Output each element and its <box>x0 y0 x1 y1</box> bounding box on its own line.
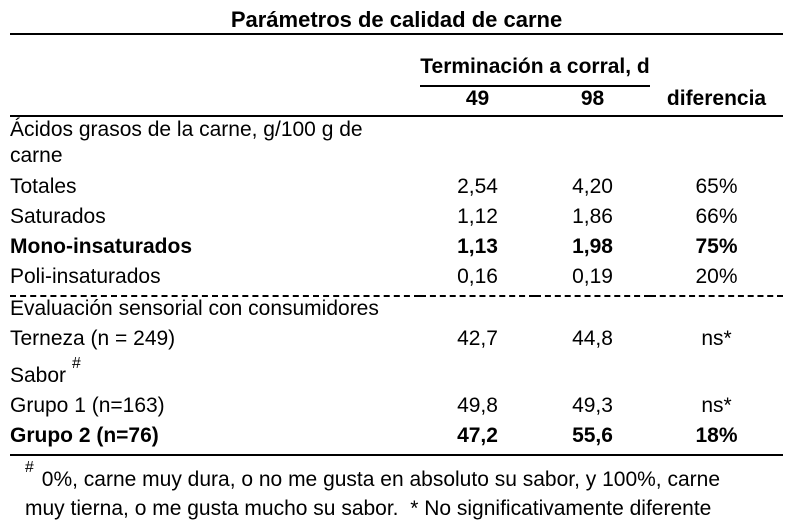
footnote-line-1: 0%, carne muy dura, o no me gusta en abs… <box>41 468 720 491</box>
table-row-terneza: Terneza (n = 249) 42,7 44,8 ns* <box>10 327 783 357</box>
row-label: Grupo 2 (n=76) <box>10 424 159 447</box>
value-49: 47,2 <box>457 424 498 447</box>
table-row-totales: Totales 2,54 4,20 65% <box>10 175 783 205</box>
value-98 <box>535 357 650 394</box>
value-diferencia: 20% <box>695 265 738 288</box>
row-label: Poli-insaturados <box>10 265 161 288</box>
footnote: #0%, carne muy dura, o no me gusta en ab… <box>10 460 783 523</box>
section-header-sensory: Evaluación sensorial con consumidores <box>10 295 784 327</box>
section-header-label: Evaluación sensorial con consumidores <box>10 297 379 320</box>
table-row-saturados: Saturados 1,12 1,86 66% <box>10 205 783 235</box>
sabor-footnote-marker: # <box>72 355 81 373</box>
meat-quality-table: Terminación a corral, d 49 98 diferencia… <box>10 33 784 456</box>
row-label: Sabor # <box>10 355 420 394</box>
section-header-label: Ácidos grasos de la carne, g/100 g de ca… <box>10 118 363 167</box>
value-49: 1,12 <box>457 205 498 228</box>
value-diferencia <box>650 357 783 394</box>
value-98: 0,19 <box>572 265 613 288</box>
value-49: 0,16 <box>457 265 498 288</box>
value-98: 55,6 <box>572 424 613 447</box>
section-header-fatty-acids: Ácidos grasos de la carne, g/100 g de ca… <box>10 116 783 175</box>
row-label: Terneza (n = 249) <box>10 327 176 350</box>
col-group-header: Terminación a corral, d <box>420 34 651 87</box>
value-diferencia: ns* <box>701 394 732 417</box>
row-label: Saturados <box>10 205 106 228</box>
column-header-diferencia: diferencia <box>650 86 784 117</box>
row-label: Mono-insaturados <box>10 235 192 258</box>
row-label: Grupo 1 (n=163) <box>10 394 165 417</box>
footnote-line-2: muy tierna, o me gusta mucho su sabor. *… <box>25 497 712 520</box>
row-label: Totales <box>10 175 77 198</box>
value-98: 1,86 <box>572 205 613 228</box>
value-49: 1,13 <box>457 235 498 258</box>
table-row-grupo-2: Grupo 2 (n=76) 47,2 55,6 18% <box>10 424 783 455</box>
value-49 <box>420 357 535 394</box>
value-49: 2,54 <box>457 175 498 198</box>
value-49: 49,8 <box>457 394 498 417</box>
table-row-sabor: Sabor # <box>10 355 783 394</box>
column-header-row: 49 98 diferencia <box>10 86 784 117</box>
table-row-poli-insaturados: Poli-insaturados 0,16 0,19 20% <box>10 265 783 296</box>
column-header-98: 98 <box>535 86 651 117</box>
header-spacer-cell <box>650 34 783 86</box>
header-spacer-cell <box>10 34 420 86</box>
value-diferencia: 18% <box>695 424 738 447</box>
value-diferencia: 65% <box>695 175 738 198</box>
footnote-marker: # <box>25 459 34 477</box>
value-diferencia: 66% <box>695 205 738 228</box>
column-group-header-row: Terminación a corral, d <box>10 34 783 87</box>
value-98: 1,98 <box>572 235 613 258</box>
value-98: 44,8 <box>572 327 613 350</box>
value-diferencia: 75% <box>695 235 738 258</box>
value-49: 42,7 <box>457 327 498 350</box>
header-spacer-cell <box>10 86 420 117</box>
value-98: 49,3 <box>572 394 613 417</box>
column-header-49: 49 <box>420 86 535 117</box>
row-label-text: Sabor <box>10 364 67 387</box>
value-diferencia: ns* <box>701 327 732 350</box>
page-title: Parámetros de calidad de carne <box>230 7 563 32</box>
value-98: 4,20 <box>572 175 613 198</box>
table-row-mono-insaturados: Mono-insaturados 1,13 1,98 75% <box>10 235 783 265</box>
table-row-grupo-1: Grupo 1 (n=163) 49,8 49,3 ns* <box>10 394 783 424</box>
